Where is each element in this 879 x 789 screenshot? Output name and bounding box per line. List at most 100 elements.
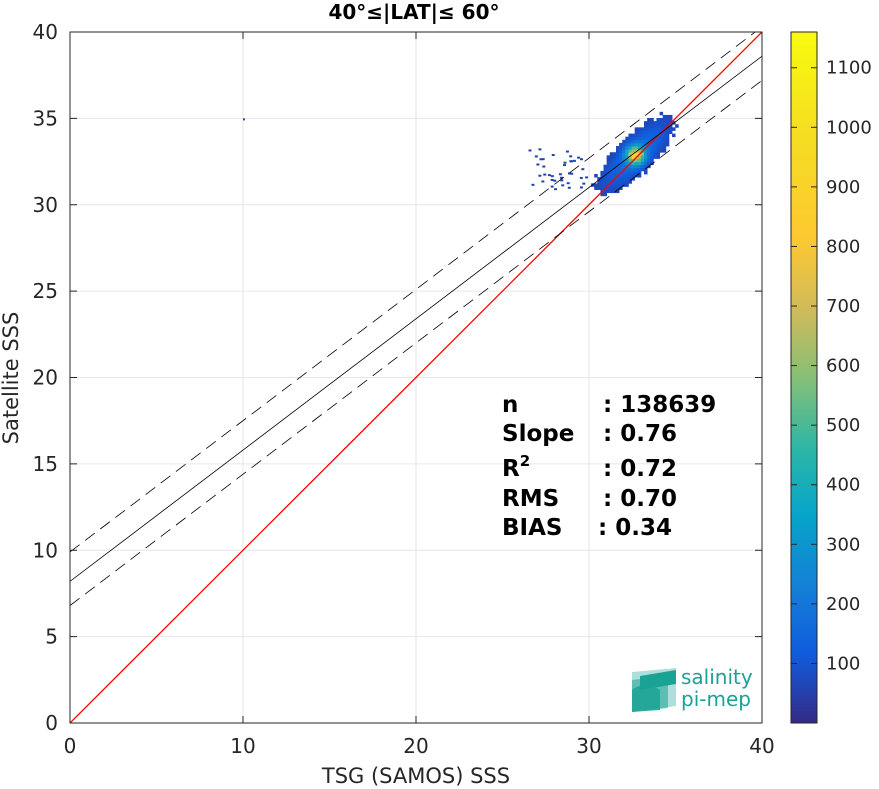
logo-line1: salinity [681, 665, 753, 689]
heatmap-cell [665, 133, 670, 138]
heatmap-cell [538, 148, 542, 151]
heatmap-cell [640, 164, 645, 169]
heatmap-cell [665, 114, 670, 119]
heatmap-cell [631, 146, 636, 150]
heatmap-cell [672, 133, 676, 138]
heatmap-cell [603, 164, 608, 169]
heatmap-cell [637, 170, 642, 175]
heatmap-cell [606, 180, 611, 184]
heatmap-cell [550, 185, 554, 188]
heatmap-cell [625, 183, 629, 187]
heatmap-cell [659, 136, 664, 141]
heatmap-cell [612, 189, 617, 194]
heatmap-cell [615, 170, 620, 175]
heatmap-cell [653, 142, 657, 147]
heatmap-cell [647, 161, 651, 166]
heatmap-cell [609, 170, 614, 175]
heatmap-cell [619, 180, 623, 184]
heatmap-cell [650, 121, 654, 125]
heatmap-cell [603, 177, 608, 181]
heatmap-cell [568, 172, 572, 175]
heatmap-cell [619, 174, 623, 178]
heatmap-cell [640, 127, 645, 131]
heatmap-cell [650, 124, 654, 128]
heatmap-cell [640, 130, 645, 134]
heatmap-cell [644, 139, 648, 144]
heatmap-cell [640, 155, 645, 159]
heatmap-cell [594, 183, 598, 187]
colorbar-tick-label: 600 [826, 356, 860, 377]
heatmap-cell [662, 146, 667, 150]
heatmap-cell [612, 155, 617, 159]
heatmap-cell [579, 186, 583, 189]
heatmap-cell [560, 179, 564, 182]
colorbar: 100 200 300 400 500 600 700 800 900 1000 1100 [790, 31, 872, 724]
heatmap-cell [554, 188, 558, 191]
heatmap-cell [625, 142, 629, 147]
heatmap-cell [656, 136, 660, 141]
heatmap-cell [644, 149, 648, 153]
heatmap-cell [625, 167, 629, 172]
heatmap-cell [659, 146, 664, 150]
colorbar-tick-label: 400 [826, 475, 860, 496]
heatmap-cell [579, 176, 583, 179]
heatmap-cell [612, 183, 617, 187]
heatmap-cell [665, 127, 670, 131]
heatmap-cell [559, 176, 563, 179]
heatmap-cell [634, 136, 639, 141]
heatmap-cell [619, 186, 623, 190]
heatmap-cell [647, 155, 651, 159]
heatmap-cell [597, 180, 601, 184]
heatmap-cell [634, 142, 639, 147]
heatmap-cell [628, 180, 632, 184]
heatmap-cell [672, 127, 676, 131]
heatmap-cell [650, 136, 654, 141]
heatmap-cell [644, 158, 648, 162]
heatmap-cell [615, 155, 620, 159]
heatmap-cell [668, 118, 673, 122]
heatmap-cell [550, 175, 554, 178]
colorbar-tick-label: 900 [826, 177, 860, 198]
heatmap-cell [656, 152, 660, 156]
heatmap-cell [637, 130, 642, 134]
heatmap-cell [668, 114, 673, 119]
heatmap-cell [650, 127, 654, 131]
heatmap-cell [634, 170, 639, 175]
heatmap-cell [647, 146, 651, 150]
heatmap-cell [650, 146, 654, 150]
heatmap-cell [637, 174, 642, 178]
chart-title: 40°≤|LAT|≤ 60° [328, 0, 499, 24]
heatmap-cell [631, 164, 636, 169]
heatmap-cell [572, 159, 576, 162]
heatmap-cell [659, 149, 664, 153]
heatmap-cell [637, 164, 642, 169]
heatmap-cell [615, 186, 620, 190]
heatmap-cell [650, 130, 654, 134]
heatmap-cell [647, 152, 651, 156]
heatmap-cell [656, 139, 660, 144]
heatmap-cell [628, 164, 632, 169]
heatmap-cell [647, 130, 651, 134]
heatmap-cell [665, 118, 670, 122]
heatmap-cell [619, 146, 623, 150]
heatmap-cell [612, 174, 617, 178]
heatmap-cell [662, 142, 667, 147]
heatmap-cell [640, 161, 645, 166]
heatmap-cell [634, 130, 639, 134]
heatmap-cell [603, 192, 608, 197]
heatmap-cell [622, 180, 626, 184]
stat-n-value: : 138639 [603, 392, 716, 418]
heatmap-cell [656, 121, 660, 125]
heatmap-cell [591, 183, 595, 187]
heatmap-cell [615, 164, 620, 169]
heatmap-cell [625, 180, 629, 184]
heatmap-cell [603, 189, 608, 194]
heatmap-cell [656, 127, 660, 131]
heatmap-cell [634, 149, 639, 153]
heatmap-cell [622, 155, 626, 159]
heatmap-cell [647, 133, 651, 138]
heatmap-cell [597, 183, 601, 187]
heatmap-cell [609, 186, 614, 190]
heatmap-cell [634, 167, 639, 172]
stat-n-label: n [502, 392, 518, 418]
